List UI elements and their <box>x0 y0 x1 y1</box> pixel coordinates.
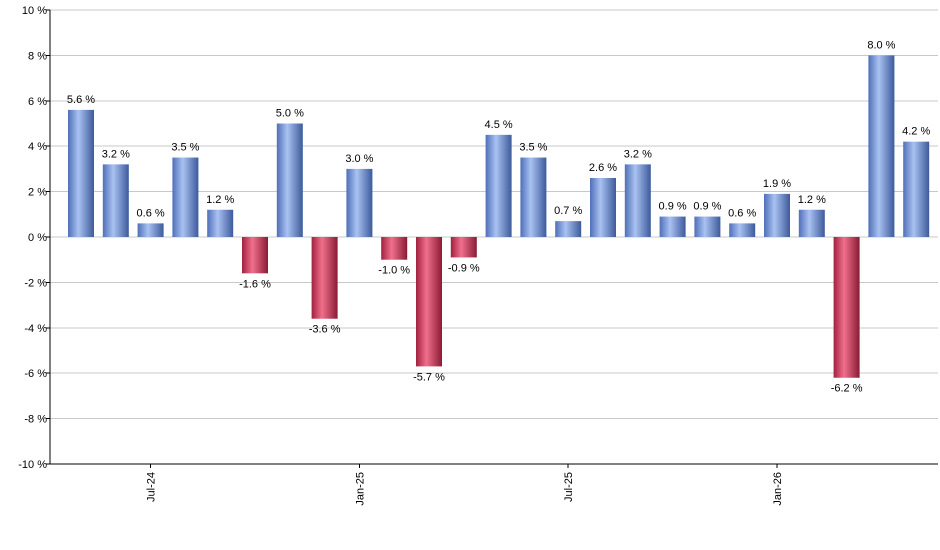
y-tick-label: -8 % <box>24 414 47 426</box>
bar-value-label: 1.9 % <box>763 178 791 190</box>
bar-value-label: 0.9 % <box>693 201 721 213</box>
bar-value-label: 3.5 % <box>519 142 547 154</box>
bar-positive <box>485 134 512 237</box>
y-tick-label: -10 % <box>18 459 47 471</box>
bar-negative <box>311 237 338 319</box>
bar-value-label: 2.6 % <box>589 162 617 174</box>
bar-value-label: 5.6 % <box>67 94 95 106</box>
bar-value-label: 0.6 % <box>728 207 756 219</box>
bar-positive <box>659 216 686 237</box>
bars <box>68 55 930 378</box>
bar-positive <box>868 55 895 238</box>
bar-positive <box>798 209 825 237</box>
bar-value-label: 3.2 % <box>624 148 652 160</box>
bar-positive <box>102 164 129 237</box>
y-tick-label: -2 % <box>24 277 47 289</box>
bar-value-label: 1.2 % <box>798 194 826 206</box>
bar-positive <box>276 123 303 237</box>
bar-positive <box>903 141 930 237</box>
x-tick-label: Jul-24 <box>146 472 158 502</box>
bar-value-label: 3.2 % <box>102 148 130 160</box>
y-tick-label: -6 % <box>24 368 47 380</box>
bar-negative <box>242 237 268 274</box>
y-tick-label: 2 % <box>28 187 47 199</box>
x-tick-label: Jul-25 <box>563 472 575 502</box>
y-tick-label: 0 % <box>28 232 47 244</box>
y-tick-label: 8 % <box>28 50 47 62</box>
bar-value-label: -0.9 % <box>448 262 480 274</box>
bar-positive <box>68 109 94 237</box>
bar-value-label: -6.2 % <box>831 383 863 395</box>
bar-positive <box>172 157 199 237</box>
bar-positive <box>346 168 373 237</box>
bar-value-label: 4.2 % <box>902 126 930 138</box>
bar-positive <box>624 164 651 237</box>
y-tick-label: 4 % <box>28 141 47 153</box>
bar-value-label: -5.7 % <box>413 371 445 383</box>
bar-value-label: 8.0 % <box>867 39 895 51</box>
bar-positive <box>590 177 616 237</box>
bar-value-label: -1.6 % <box>239 278 271 290</box>
bar-value-label: 1.2 % <box>206 194 234 206</box>
x-tick-label: Jan-26 <box>772 472 784 506</box>
bar-positive <box>137 223 164 237</box>
bar-positive <box>764 193 790 237</box>
bar-value-label: 0.7 % <box>554 205 582 217</box>
y-tick-label: 10 % <box>22 5 47 17</box>
bar-value-label: 0.9 % <box>659 201 687 213</box>
bar-value-label: 5.0 % <box>276 108 304 120</box>
bar-positive <box>555 221 582 237</box>
bar-value-label: 4.5 % <box>485 119 513 131</box>
y-tick-label: -4 % <box>24 323 47 335</box>
bar-negative <box>833 237 860 378</box>
bar-positive <box>729 223 756 237</box>
axes <box>46 9 938 468</box>
bar-value-label: 0.6 % <box>137 207 165 219</box>
bar-negative <box>381 237 408 260</box>
y-tick-label: 6 % <box>28 96 47 108</box>
bar-positive <box>520 157 547 237</box>
x-axis-tick-labels: Jul-24 Jan-25 Jul-25 Jan-26 <box>146 472 784 506</box>
bar-positive <box>694 216 721 237</box>
y-axis-tick-labels: 10 % 8 % 6 % 4 % 2 % 0 % -2 % -4 % -6 % -8 % -10 % <box>18 5 47 471</box>
bar-value-label: 3.5 % <box>171 142 199 154</box>
bar-value-label: -3.6 % <box>309 324 341 336</box>
bar-value-labels: 5.6 % 3.2 % 0.6 % 3.5 % 1.2 % -1.6 % 5.0 % -3.6… <box>67 39 931 394</box>
bar-negative <box>450 237 477 258</box>
bar-value-label: -1.0 % <box>378 265 410 277</box>
x-tick-label: Jan-25 <box>354 472 366 506</box>
bar-negative <box>416 237 442 367</box>
bar-value-label: 3.0 % <box>345 153 373 165</box>
bar-positive <box>207 209 234 237</box>
